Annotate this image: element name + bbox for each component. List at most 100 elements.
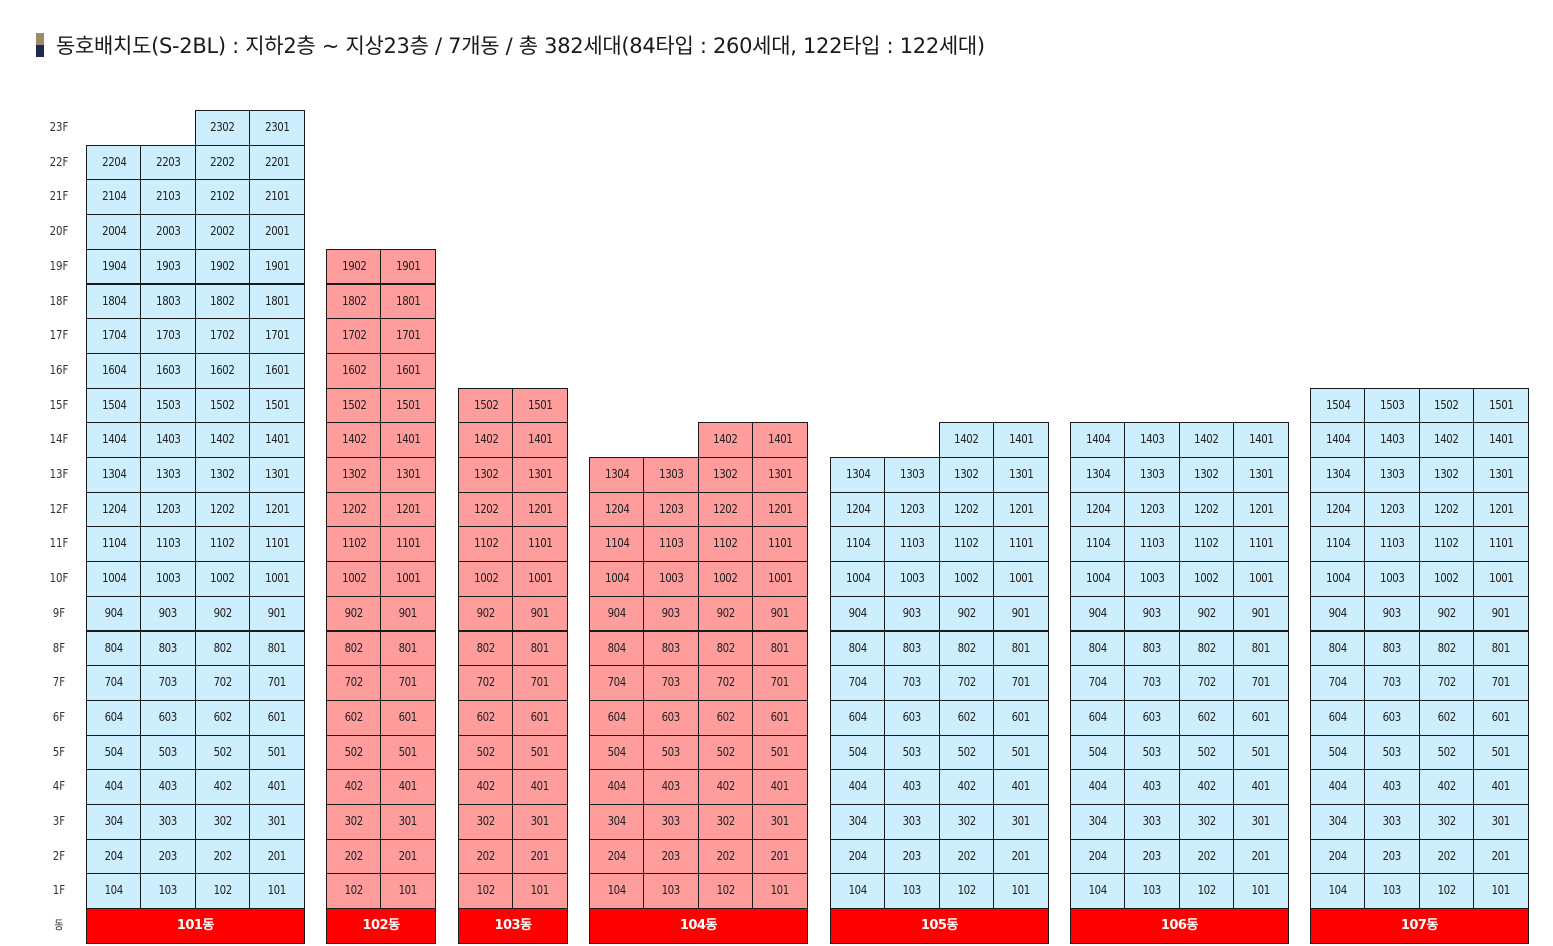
unit-cell: 1701: [380, 318, 436, 354]
unit-cell: 1503: [1364, 387, 1420, 424]
unit-cell: 401: [380, 769, 436, 805]
unit-cell: 803: [643, 630, 699, 667]
unit-cell: 201: [1233, 838, 1289, 875]
unit-cell: 1402: [938, 422, 995, 458]
unit-cell: 1102: [938, 526, 995, 563]
unit-cell: 402: [326, 769, 382, 805]
unit-cell: 402: [1178, 769, 1235, 805]
unit-cell: 704: [589, 665, 645, 701]
unit-cell: 2204: [86, 144, 142, 181]
unit-cell: 401: [993, 769, 1049, 805]
unit-cell: 902: [326, 595, 382, 632]
unit-cell: 401: [1473, 769, 1529, 805]
unit-cell: 1203: [643, 491, 699, 528]
unit-cell: 1201: [1233, 491, 1289, 528]
unit-cell: 1102: [697, 526, 754, 563]
floor-label: 3F: [52, 814, 66, 828]
unit-cell: 101: [249, 873, 305, 910]
unit-cell: 1301: [380, 457, 436, 493]
floor-label: 21F: [49, 189, 69, 204]
unit-cell: 104: [830, 873, 886, 910]
unit-cell: 2302: [194, 110, 251, 146]
unit-cell: 102: [938, 873, 995, 910]
unit-cell: 1102: [1418, 526, 1475, 563]
unit-cell: 203: [1364, 838, 1420, 875]
unit-cell: 1802: [326, 283, 382, 320]
unit-cell: 602: [458, 699, 514, 736]
unit-cell: 403: [643, 769, 699, 805]
unit-cell: 304: [1070, 804, 1126, 840]
unit-cell: 602: [1178, 699, 1235, 736]
unit-cell: 303: [1124, 804, 1180, 840]
unit-cell: 1401: [752, 422, 808, 458]
unit-cell: 1402: [697, 422, 754, 458]
unit-cell: 703: [884, 665, 940, 701]
unit-cell: 1104: [1310, 526, 1366, 563]
unit-cell: 603: [1124, 699, 1180, 736]
unit-cell: 601: [1473, 699, 1529, 736]
unit-cell: 1004: [1310, 561, 1366, 597]
unit-cell: 1302: [326, 457, 382, 493]
unit-cell: 1004: [86, 561, 142, 597]
floor-label: 1F: [52, 883, 66, 898]
unit-cell: 1701: [249, 318, 305, 354]
unit-cell: 301: [1473, 804, 1529, 840]
unit-cell: 802: [1418, 630, 1475, 667]
unit-cell: 1304: [589, 457, 645, 493]
unit-cell: 204: [830, 838, 886, 875]
unit-cell: 1902: [326, 248, 382, 285]
unit-cell: 202: [194, 838, 251, 875]
unit-cell: 502: [1178, 734, 1235, 771]
unit-cell: 302: [1178, 804, 1235, 840]
unit-cell: 1203: [140, 491, 196, 528]
unit-cell: 902: [938, 595, 995, 632]
unit-cell: 1402: [1178, 422, 1235, 458]
unit-cell: 1001: [752, 561, 808, 597]
unit-cell: 702: [458, 665, 514, 701]
unit-cell: 1601: [380, 352, 436, 389]
unit-cell: 1404: [1310, 422, 1366, 458]
unit-cell: 402: [458, 769, 514, 805]
unit-cell: 803: [140, 630, 196, 667]
unit-cell: 303: [1364, 804, 1420, 840]
unit-cell: 2102: [194, 179, 251, 216]
unit-cell: 2301: [249, 110, 305, 146]
unit-cell: 701: [380, 665, 436, 701]
unit-cell: 1202: [194, 491, 251, 528]
unit-cell: 1704: [86, 318, 142, 354]
unit-cell: 1301: [752, 457, 808, 493]
unit-cell: 602: [326, 699, 382, 736]
unit-cell: 302: [458, 804, 514, 840]
unit-cell: 902: [1178, 595, 1235, 632]
unit-cell: 501: [1473, 734, 1529, 771]
unit-cell: 1303: [140, 457, 196, 493]
unit-cell: 2203: [140, 144, 196, 181]
unit-cell: 201: [993, 838, 1049, 875]
unit-cell: 802: [938, 630, 995, 667]
unit-cell: 201: [380, 838, 436, 875]
floor-label: 5F: [52, 744, 66, 759]
unit-cell: 402: [1418, 769, 1475, 805]
unit-cell: 801: [249, 630, 305, 667]
unit-cell: 903: [140, 595, 196, 632]
unit-cell: 801: [1233, 630, 1289, 667]
unit-cell: 1904: [86, 248, 142, 285]
unit-cell: 1202: [1178, 491, 1235, 528]
unit-cell: 901: [993, 595, 1049, 632]
building-label: 104동: [589, 908, 808, 945]
unit-cell: 1303: [1364, 457, 1420, 493]
floor-label: 12F: [49, 501, 69, 516]
unit-cell: 1101: [1233, 526, 1289, 563]
unit-cell: 1203: [884, 491, 940, 528]
unit-cell: 1902: [194, 248, 251, 285]
unit-cell: 304: [830, 804, 886, 840]
unit-cell: 901: [1473, 595, 1529, 632]
unit-cell: 1201: [993, 491, 1049, 528]
unit-cell: 1401: [1233, 422, 1289, 458]
unit-cell: 1402: [458, 422, 514, 458]
unit-cell: 603: [884, 699, 940, 736]
unit-cell: 1703: [140, 318, 196, 354]
unit-cell: 1702: [194, 318, 251, 354]
unit-cell: 1502: [458, 387, 514, 424]
unit-cell: 502: [938, 734, 995, 771]
